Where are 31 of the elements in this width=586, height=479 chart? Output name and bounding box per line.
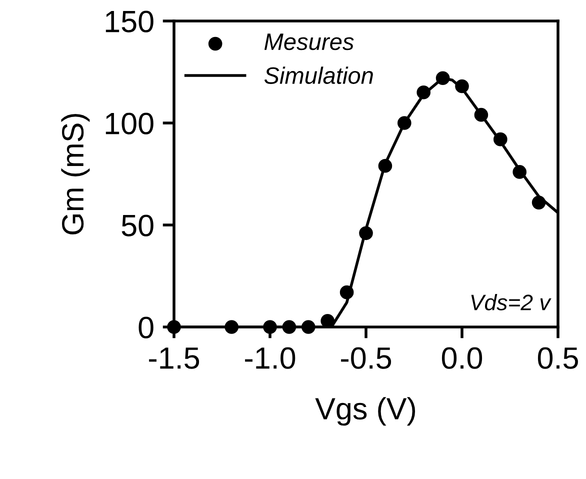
point: [301, 320, 316, 334]
point: [455, 79, 469, 94]
point: [359, 226, 373, 240]
y-tick-label: 100: [106, 112, 154, 134]
y-tick-label: 0: [138, 316, 154, 338]
x-axis-title: Vgs (V): [315, 397, 416, 426]
point: [224, 320, 239, 334]
point: [167, 320, 181, 334]
point: [416, 85, 431, 100]
y-axis-title: Gm (mS): [61, 114, 90, 234]
point: [378, 158, 392, 173]
x-tick-label: -1.5: [149, 348, 200, 369]
x-tick-label: 0.0: [442, 347, 482, 369]
y-tick-label: 50: [122, 214, 154, 236]
point: [282, 320, 296, 334]
point: [532, 196, 546, 210]
point: [493, 132, 508, 146]
point: [320, 314, 335, 328]
x-tick-label: 0.5: [538, 347, 578, 369]
point: [436, 71, 450, 86]
annotation: Vds=2 v: [471, 294, 552, 310]
point: [512, 165, 527, 179]
x-tick-label: -0.5: [341, 347, 392, 369]
x-tick-label: -1.0: [245, 347, 296, 369]
legend-label: Mesures: [264, 34, 354, 50]
point: [263, 320, 277, 334]
point: [397, 116, 412, 130]
y-tick-label: 150: [106, 10, 154, 32]
point: [474, 108, 488, 122]
point: [340, 285, 354, 300]
legend-label: Simulation: [264, 66, 373, 84]
